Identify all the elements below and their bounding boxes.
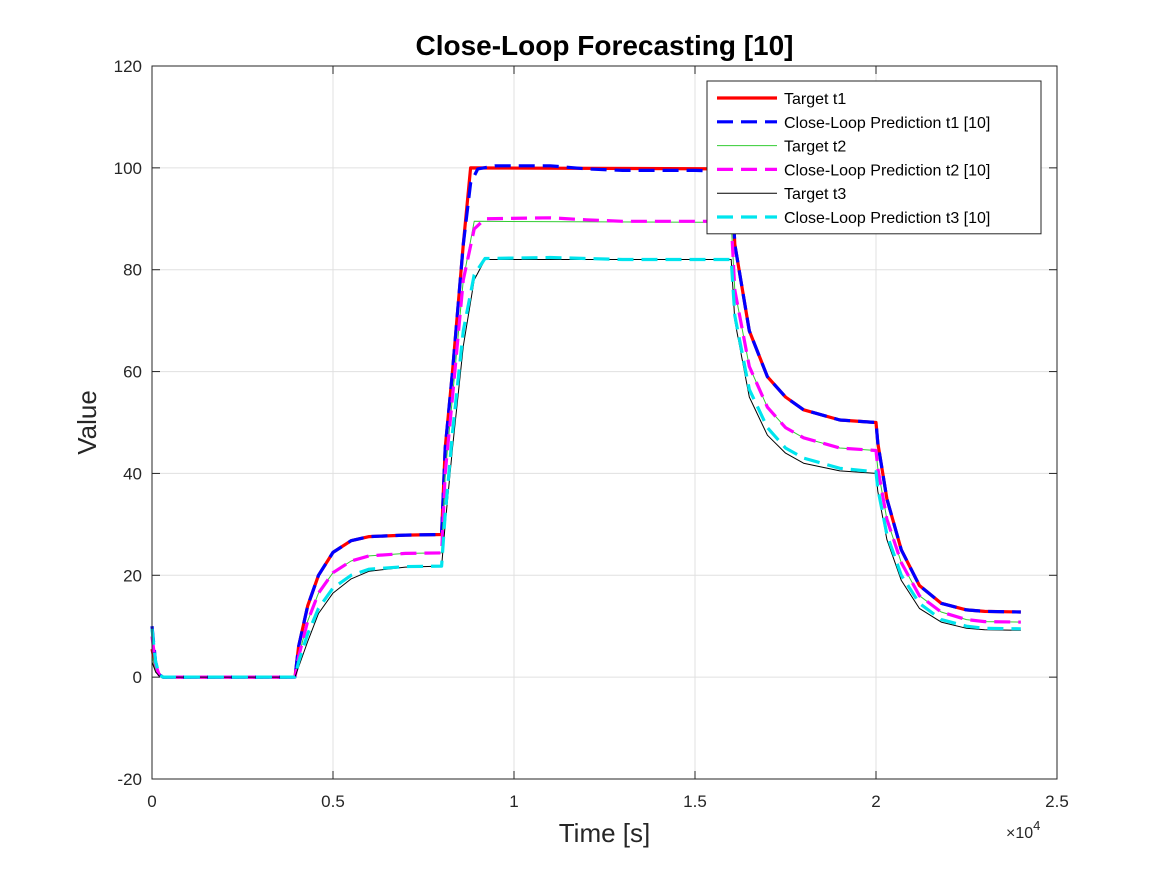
legend-label: Close-Loop Prediction t1 [10] [784,115,990,132]
legend-item: Close-Loop Prediction t1 [10] [717,115,990,132]
legend-item: Close-Loop Prediction t2 [10] [717,162,990,179]
y-tick-label: 80 [123,261,142,280]
y-tick-label: 20 [123,566,142,585]
y-axis-label: Value [72,390,102,455]
x-tick-label: 0 [147,792,156,811]
legend-label: Target t2 [784,139,846,156]
legend-item: Close-Loop Prediction t3 [10] [717,210,990,227]
y-tick-label: 100 [114,159,142,178]
x-tick-label: 0.5 [321,792,345,811]
legend-label: Close-Loop Prediction t2 [10] [784,162,990,179]
x-tick-label: 1.5 [683,792,707,811]
plot-frame [151,65,1058,780]
series-line-4 [150,216,1021,679]
x-axis-multiplier: ×104 [1006,818,1040,842]
legend-box [706,80,1042,235]
y-tick-label: 120 [114,57,142,76]
legend-item: Target t3 [717,186,846,203]
x-axis-label: Time [s] [559,818,650,848]
legend-label: Target t3 [784,186,846,203]
tick-labels: 0 0.5 1 1.5 2 2.5 -20 0 20 40 60 80 100 120 [114,57,1069,811]
series-line-5 [151,259,1021,678]
y-tick-label: 0 [133,668,142,687]
x-tick-label: 2 [871,792,880,811]
legend-item: Target t1 [717,91,846,108]
x-axis-multiplier-exponent: 4 [1033,818,1040,833]
legend-label: Target t1 [784,91,846,108]
legend-label: Close-Loop Prediction t3 [10] [784,210,990,227]
series-line-6 [150,255,1021,679]
series-line-2 [150,164,1021,679]
series-layer [150,164,1021,679]
y-tick-label: 60 [123,363,142,382]
legend-item: Target t2 [717,139,846,156]
legend-items: Target t1 Close-Loop Prediction t1 [10] Ta… [717,91,990,227]
x-axis-multiplier-base: ×10 [1006,825,1033,842]
y-tick-label: -20 [117,770,142,789]
chart-title: Close-Loop Forecasting [10] [415,30,793,61]
ticks [151,65,1058,780]
y-tick-label: 40 [123,464,142,483]
x-tick-label: 2.5 [1045,792,1069,811]
legend: Target t1 Close-Loop Prediction t1 [10] Ta… [706,80,1042,235]
x-tick-label: 1 [509,792,518,811]
